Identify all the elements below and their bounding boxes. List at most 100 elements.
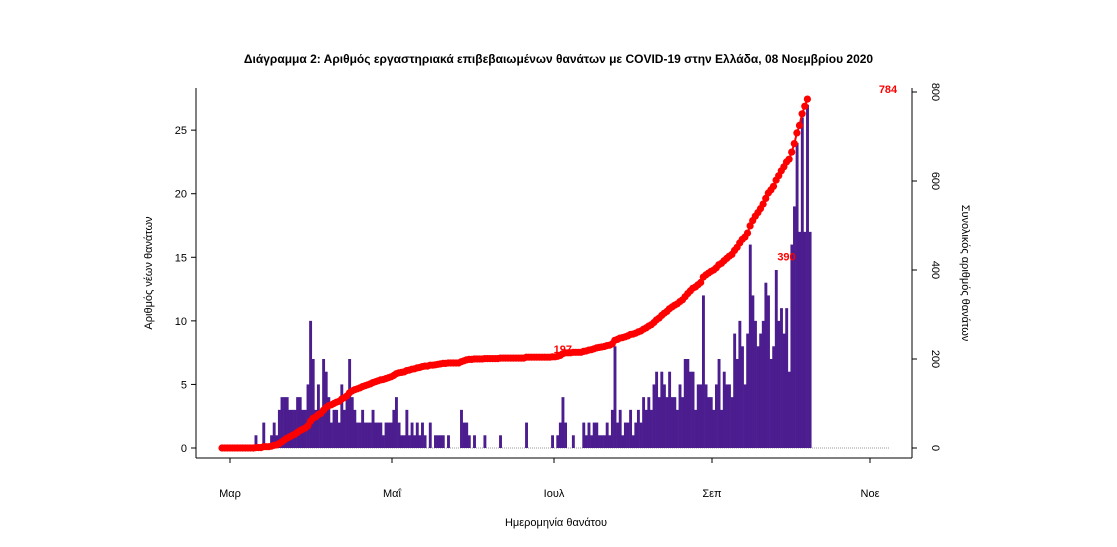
daily-death-bar: [290, 409, 294, 448]
y-tick-label-right: 800: [929, 83, 941, 101]
daily-death-bar: [696, 384, 700, 448]
cumulative-point: [743, 229, 752, 237]
cumulative-point: [788, 148, 796, 156]
daily-death-bar: [795, 142, 799, 449]
daily-death-bar: [595, 422, 599, 448]
daily-death-bar: [306, 384, 310, 448]
x-tick-label: Μαρ: [219, 488, 241, 500]
daily-death-bar: [483, 435, 487, 448]
daily-death-bar: [571, 435, 575, 448]
daily-death-bar: [777, 320, 781, 448]
daily-death-bar: [655, 371, 659, 448]
daily-death-bar: [277, 409, 281, 448]
daily-death-bar: [384, 422, 388, 448]
daily-death-bar: [668, 371, 672, 448]
daily-death-bar: [395, 397, 398, 448]
daily-death-bar: [673, 397, 677, 448]
y2-axis-label: Συνολικός αριθμός θανάτων: [959, 205, 971, 342]
cumulative-point: [795, 121, 804, 129]
daily-death-bar: [368, 422, 372, 448]
daily-death-bar: [675, 409, 679, 448]
daily-death-bar: [473, 435, 476, 448]
daily-death-bar: [363, 422, 367, 448]
daily-death-bar: [733, 333, 737, 448]
daily-death-bar: [413, 435, 417, 448]
daily-death-bar: [428, 422, 432, 448]
daily-death-bar: [759, 333, 763, 448]
x-tick-label: Μαΐ: [383, 488, 402, 500]
daily-death-bar: [499, 435, 502, 448]
daily-death-bar: [584, 435, 588, 448]
daily-death-bar: [270, 435, 274, 448]
y-tick-label-left: 25: [175, 125, 187, 137]
daily-death-bar: [626, 422, 630, 448]
cumulative-point: [790, 140, 798, 148]
daily-death-bar: [434, 435, 437, 448]
daily-death-bar: [371, 409, 375, 448]
daily-death-bar: [806, 104, 809, 449]
daily-death-bar: [460, 409, 463, 448]
daily-death-bar: [272, 422, 276, 448]
daily-death-bar: [623, 422, 627, 448]
daily-death-bar: [408, 435, 411, 448]
daily-death-bar: [746, 333, 750, 448]
x-tick-label: Σεπ: [702, 488, 722, 500]
daily-death-bar: [767, 295, 770, 448]
daily-death-bar: [254, 435, 258, 448]
daily-death-bar: [288, 409, 292, 448]
daily-death-bar: [800, 117, 804, 449]
y-tick-label-left: 0: [181, 443, 187, 455]
daily-death-bar: [647, 397, 651, 448]
cumulative-point: [793, 129, 801, 137]
daily-death-bar: [345, 397, 349, 448]
daily-death-bar: [634, 422, 638, 448]
cumulative-point: [769, 182, 778, 190]
daily-death-bar: [436, 435, 440, 448]
y-axis-label: Αριθμός νέων θανάτων: [143, 216, 155, 330]
cumulative-point: [697, 278, 705, 287]
daily-death-bar: [735, 359, 739, 448]
daily-death-bar: [715, 384, 718, 448]
y-tick-label-left: 15: [175, 252, 187, 264]
cumulative-annotation: 390: [777, 251, 795, 263]
daily-death-bar: [309, 320, 313, 448]
daily-death-bar: [597, 435, 601, 448]
y-tick-label-right: 400: [929, 261, 941, 279]
daily-death-bar: [610, 409, 614, 448]
daily-death-bar: [730, 397, 734, 448]
daily-death-bar: [558, 422, 562, 448]
daily-death-bar: [421, 422, 424, 448]
daily-death-bar: [785, 308, 789, 448]
cumulative-point: [762, 194, 770, 202]
cumulative-point: [801, 102, 809, 110]
daily-death-bar: [629, 409, 633, 448]
daily-death-bar: [798, 231, 802, 448]
daily-death-bar: [748, 244, 752, 448]
daily-death-bar: [743, 384, 747, 448]
daily-death-bar: [631, 435, 635, 448]
daily-death-bar: [337, 422, 341, 448]
daily-death-bar: [657, 397, 661, 448]
daily-death-bar: [691, 371, 695, 448]
daily-death-bar: [327, 397, 331, 448]
daily-death-bar: [725, 384, 729, 448]
daily-death-bar: [754, 320, 757, 448]
daily-death-bar: [688, 371, 692, 448]
cumulative-point: [803, 95, 812, 103]
daily-death-bar: [681, 397, 685, 448]
daily-death-bar: [590, 435, 594, 448]
daily-death-bar: [605, 422, 609, 448]
cumulative-point: [785, 155, 793, 163]
daily-death-bar: [803, 231, 807, 448]
daily-death-bar: [439, 435, 443, 448]
daily-death-bar: [410, 422, 414, 448]
daily-death-bar: [311, 359, 315, 448]
y-tick-label-left: 10: [175, 316, 187, 328]
y-tick-label-right: 600: [929, 172, 941, 190]
daily-death-bar: [314, 409, 318, 448]
daily-death-bar: [761, 320, 765, 448]
daily-death-bar: [772, 346, 776, 448]
daily-death-bar: [608, 435, 612, 448]
daily-death-bar: [329, 422, 333, 448]
daily-death-bar: [665, 397, 669, 448]
